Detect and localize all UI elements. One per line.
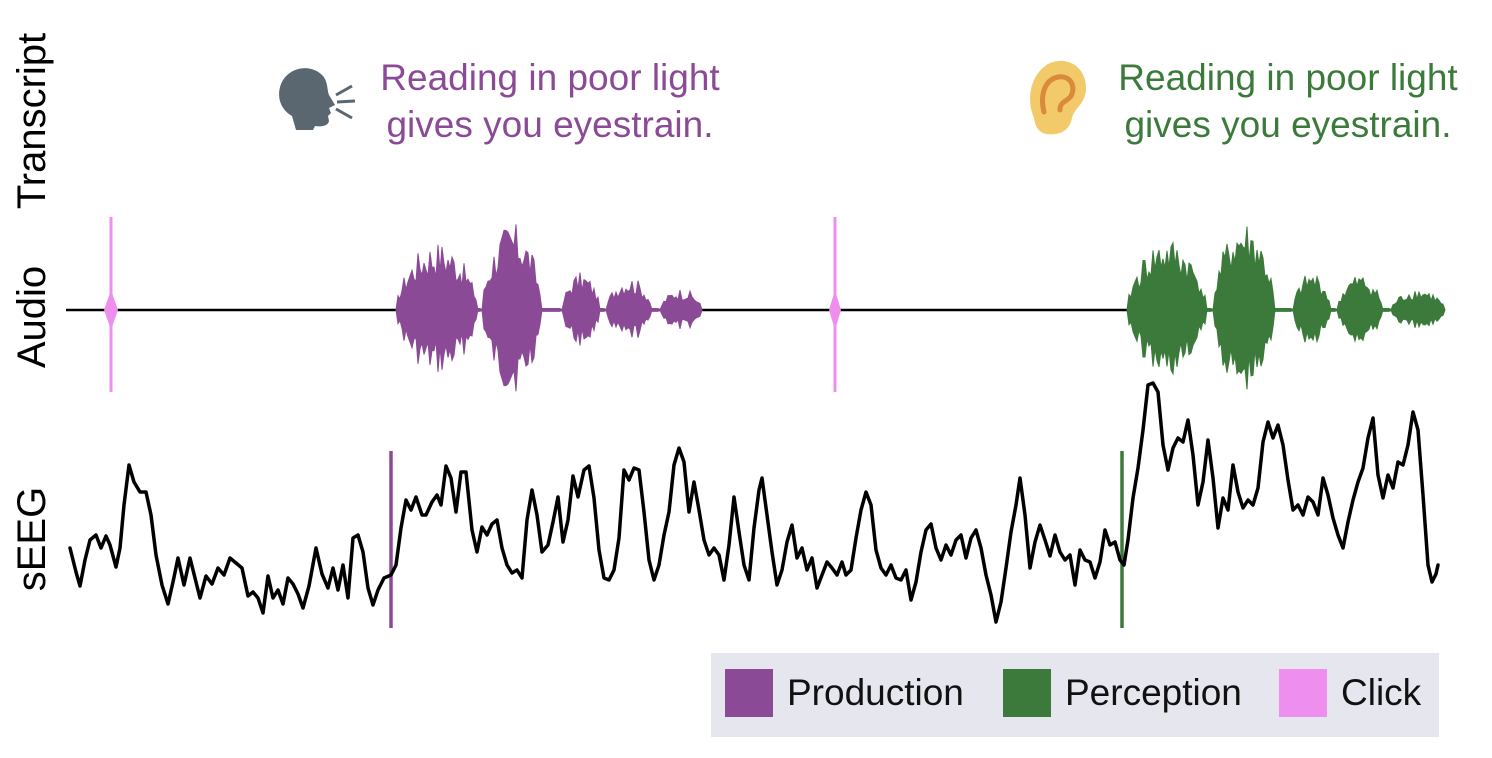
click-marker-1: [104, 217, 118, 392]
production-audio-waveform: [395, 224, 703, 392]
legend-swatch-perception: [1003, 669, 1051, 717]
speaking-head-icon: [279, 68, 356, 130]
legend-label-production: Production: [787, 672, 964, 713]
legend-label-click: Click: [1341, 672, 1422, 713]
production-transcript: Reading in poor light gives you eyestrai…: [355, 54, 745, 148]
click-marker-2: [829, 217, 841, 392]
perception-transcript: Reading in poor light gives you eyestrai…: [1093, 54, 1483, 148]
production-transcript-line-1: Reading in poor light: [380, 57, 720, 98]
legend-label-perception: Perception: [1065, 672, 1242, 713]
ear-icon: [1030, 60, 1086, 135]
legend-swatch-production: [725, 669, 773, 717]
perception-transcript-line-2: gives you eyestrain.: [1124, 104, 1452, 145]
perception-audio-waveform: [1126, 226, 1446, 390]
seeg-trace: [68, 381, 1440, 624]
legend-swatch-click: [1279, 669, 1327, 717]
legend: Production Perception Click: [711, 653, 1439, 737]
production-transcript-line-2: gives you eyestrain.: [386, 104, 714, 145]
perception-transcript-line-1: Reading in poor light: [1118, 57, 1458, 98]
